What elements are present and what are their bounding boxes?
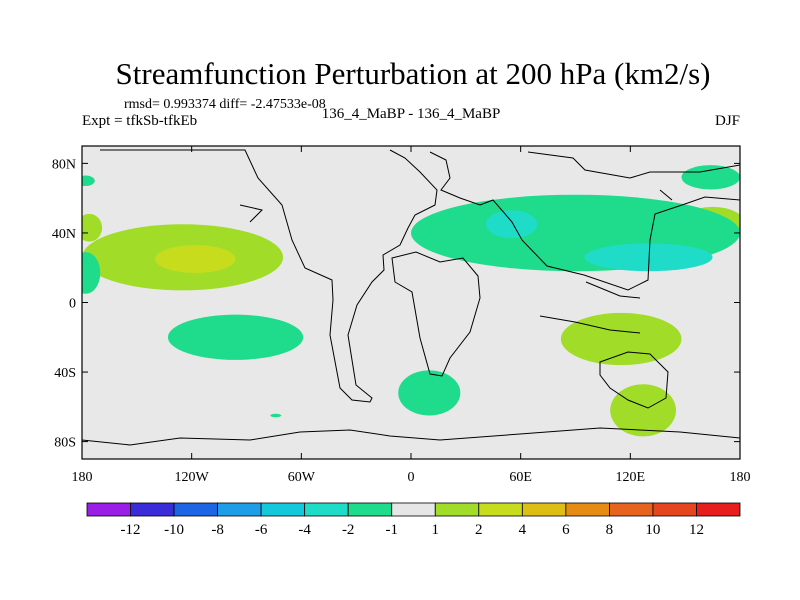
colorbar-swatch <box>521 502 567 517</box>
colorbar-swatch <box>565 502 610 517</box>
colorbar: -12 -10 -8 -6 -4 -2 -1 1 2 4 6 8 10 12 <box>86 502 741 538</box>
colorbar-label: -4 <box>298 522 311 538</box>
contour-south-pacific-negative <box>167 314 304 360</box>
coastline-antarctica <box>82 427 740 446</box>
x-tick-label: 120W <box>175 470 210 485</box>
contour-fields <box>82 165 740 437</box>
x-tick-label: 60W <box>288 470 316 485</box>
contour-south-indian-positive <box>560 312 682 366</box>
right-subtitle: DJF <box>715 113 740 129</box>
left-subtitle: Expt = tfkSb-tfkEb <box>82 113 197 129</box>
y-tick-label: 80N <box>52 157 76 172</box>
colorbar-label: -8 <box>211 522 224 538</box>
x-tick-label: 120E <box>616 470 646 485</box>
contour-asia-negative-core <box>485 210 538 239</box>
colorbar-swatch <box>217 502 262 517</box>
colorbar-label: 6 <box>562 522 570 538</box>
chart-title: Streamfunction Perturbation at 200 hPa (… <box>116 56 711 91</box>
colorbar-swatch <box>130 502 175 517</box>
colorbar-swatch <box>609 502 654 517</box>
x-tick-label: 60E <box>509 470 532 485</box>
y-tick-label: 80S <box>54 436 76 451</box>
colorbar-label: -1 <box>385 522 398 538</box>
contour-dateline-west-positive <box>82 213 103 242</box>
colorbar-swatch <box>434 502 480 517</box>
colorbar-label: 2 <box>475 522 483 538</box>
colorbar-swatch <box>696 502 741 517</box>
coastline-africa <box>391 251 481 377</box>
colorbar-swatch <box>347 502 393 517</box>
plot-area: 180 120W 60W 0 60E 120E 180 80N 40N 0 40S 80S <box>52 145 751 485</box>
contour-east-pacific-negative <box>82 252 101 294</box>
colorbar-swatch <box>304 502 349 517</box>
colorbar-label: -12 <box>121 522 141 538</box>
colorbar-label: 1 <box>432 522 440 538</box>
colorbar-label: 8 <box>606 522 614 538</box>
stats-line: rmsd= 0.993374 diff= -2.47533e-08 <box>124 97 326 112</box>
colorbar-swatch <box>478 502 523 517</box>
contour-north-pacific-negative-core <box>584 243 713 272</box>
coastlines <box>82 149 740 446</box>
coastline-eurasia <box>429 151 740 291</box>
y-tick-label: 0 <box>69 297 76 312</box>
x-tick-label: 180 <box>730 470 751 485</box>
center-subtitle: 136_4_MaBP - 136_4_MaBP <box>322 106 501 122</box>
coastline-australia <box>599 351 669 409</box>
colorbar-label: -2 <box>342 522 355 538</box>
coastline-islands <box>239 189 673 334</box>
colorbar-label: -6 <box>255 522 268 538</box>
colorbar-label: 12 <box>689 522 704 538</box>
x-axis: 180 120W 60W 0 60E 120E 180 <box>72 146 751 485</box>
x-tick-label: 180 <box>72 470 93 485</box>
colorbar-swatch <box>86 502 131 517</box>
coastline-americas <box>100 149 438 403</box>
colorbar-label: 4 <box>519 522 527 538</box>
y-axis: 80N 40N 0 40S 80S <box>52 157 740 451</box>
y-tick-label: 40S <box>54 366 76 381</box>
contour-mid-pacific-positive-core <box>155 245 236 273</box>
colorbar-swatch <box>173 502 218 517</box>
colorbar-swatch <box>260 502 306 517</box>
colorbar-label: -10 <box>164 522 184 538</box>
contour-southern-ocean-positive <box>610 384 677 437</box>
colorbar-swatch <box>652 502 697 517</box>
contour-arctic-east-negative <box>681 165 740 190</box>
contour-arctic-west-negative <box>82 175 95 186</box>
x-tick-label: 0 <box>408 470 415 485</box>
colorbar-label: 10 <box>645 522 660 538</box>
colorbar-swatch <box>391 502 436 517</box>
contour-south-atlantic-negative <box>398 370 461 416</box>
contour-small-south-pacific-negative <box>270 413 282 418</box>
y-tick-label: 40N <box>52 227 76 242</box>
